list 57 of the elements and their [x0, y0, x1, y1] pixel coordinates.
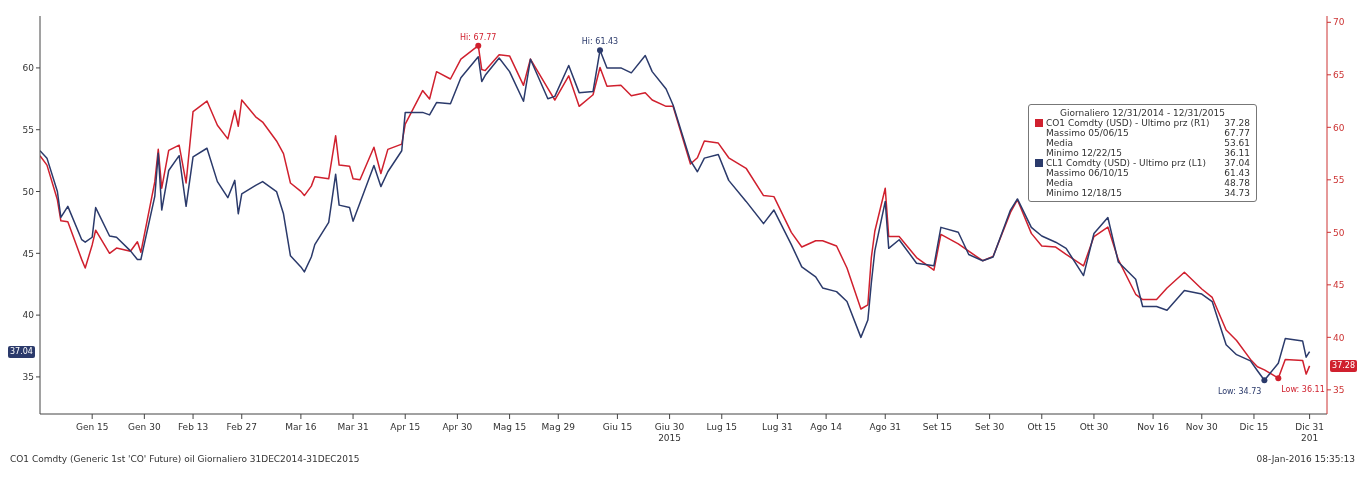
x-tick-label: Set 30 [975, 422, 1005, 432]
y2-tick-label: 40 [1333, 332, 1345, 343]
y-tick-label: 35 [22, 372, 34, 383]
y-tick-label: 50 [22, 186, 35, 197]
y2-tick-label: 65 [1333, 70, 1345, 80]
annotation: Low: 36.11 [1281, 385, 1325, 395]
x-tick-label: Ott 30 [1079, 422, 1109, 432]
y-tick-label: 40 [22, 310, 35, 321]
x-tick-label: Feb 13 [177, 422, 209, 432]
text: 08-Jan-2016 15:35:13 [1256, 454, 1355, 464]
x-tick-label: Ago 14 [810, 422, 843, 432]
annotation: Low: 34.73 [1217, 387, 1262, 397]
text: Media 53.61 [1046, 138, 1250, 148]
x-tick-label: Mar 31 [337, 422, 369, 432]
x-tick-label: Ago 31 [869, 422, 902, 432]
x-tick-label: Nov 30 [1185, 422, 1218, 432]
x-tick-label: Giu 15 [602, 422, 633, 432]
text: Minimo 12/22/15 36.11 [1046, 148, 1250, 158]
x-tick-label: Nov 16 [1137, 422, 1170, 432]
x-tick-label: Apr 15 [390, 422, 421, 432]
y2-tick-label: 45 [1333, 280, 1345, 291]
x-tick-label: Giu 30 2015 [654, 422, 685, 443]
legend-title: Giornaliero 12/31/2014 - 12/31/2015 [1059, 108, 1226, 118]
annotation: 37.28 [1224, 118, 1250, 128]
text: Minimo 12/18/15 34.73 [1046, 188, 1250, 198]
x-tick-label: Set 15 [922, 422, 952, 432]
x-tick-label: Mag 15 [492, 422, 527, 432]
y-tick-label: 55 [22, 124, 34, 135]
x-tick-label: Mag 29 [541, 422, 576, 432]
x-tick-label: Gen 30 [128, 422, 161, 432]
annotation: 37.04 [1224, 158, 1250, 168]
x-tick-label: Gen 15 [75, 422, 109, 432]
x-tick-label: Dic 31 201 [1295, 422, 1324, 443]
x-tick-label: Feb 27 [226, 422, 257, 432]
y2-tick-label: 55 [1333, 175, 1345, 186]
x-tick-label: Lug 15 [706, 422, 738, 432]
y2-tick-label: 60 [1333, 122, 1345, 133]
y2-tick-label: 35 [1333, 385, 1345, 396]
x-tick-label: Apr 30 [442, 422, 473, 432]
y2-tick-label: 50 [1333, 227, 1345, 238]
legend-label: CL1 Comdty (USD) - Ultimo prz (L1) [1046, 158, 1208, 168]
text: Massimo 05/06/15 67.77 [1046, 128, 1250, 138]
text: Massimo 06/10/15 61.43 [1046, 168, 1250, 178]
text: 37.04 [10, 346, 33, 356]
x-tick-label: Mar 16 [285, 422, 317, 432]
text: Media 48.78 [1046, 178, 1250, 188]
text: 37.28 [1332, 360, 1355, 370]
x-tick-label: Lug 31 [762, 422, 793, 432]
annotation: Hi: 67.77 [460, 32, 497, 42]
x-tick-label: Ott 15 [1027, 422, 1057, 432]
y-tick-label: 45 [22, 248, 34, 259]
text: CO1 Comdty (Generic 1st 'CO' Future) oil Giornaliero 31DEC2014-31DEC2015 [10, 454, 360, 464]
x-tick-label: Dic 15 [1239, 422, 1269, 432]
annotation: Hi: 61.43 [581, 37, 619, 47]
y-tick-label: 60 [22, 63, 35, 74]
y2-tick-label: 70 [1333, 17, 1345, 28]
legend-label: CO1 Comdty (USD) - Ultimo prz (R1) [1046, 118, 1211, 128]
